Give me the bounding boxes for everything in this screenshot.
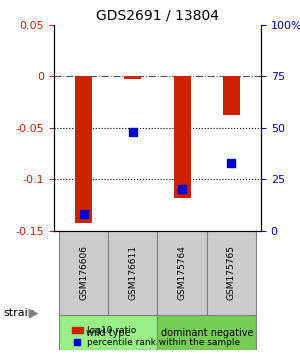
Bar bbox=[124, 76, 142, 79]
Text: GSM176606: GSM176606 bbox=[79, 245, 88, 300]
Text: GSM175765: GSM175765 bbox=[227, 245, 236, 300]
Bar bbox=[173, 76, 191, 198]
Text: wild type: wild type bbox=[86, 328, 130, 338]
Legend: log10 ratio, percentile rank within the sample: log10 ratio, percentile rank within the … bbox=[69, 323, 243, 349]
Text: GSM175764: GSM175764 bbox=[178, 245, 187, 300]
FancyBboxPatch shape bbox=[158, 315, 256, 350]
FancyBboxPatch shape bbox=[59, 315, 158, 350]
Text: GSM176611: GSM176611 bbox=[128, 245, 137, 300]
FancyBboxPatch shape bbox=[158, 231, 207, 315]
Point bbox=[180, 187, 184, 192]
Point bbox=[130, 129, 135, 135]
Title: GDS2691 / 13804: GDS2691 / 13804 bbox=[96, 8, 219, 22]
Bar bbox=[75, 76, 92, 223]
Text: ▶: ▶ bbox=[28, 307, 38, 320]
FancyBboxPatch shape bbox=[59, 231, 108, 315]
FancyBboxPatch shape bbox=[108, 231, 158, 315]
FancyBboxPatch shape bbox=[207, 231, 256, 315]
Bar bbox=[223, 76, 240, 115]
Point bbox=[229, 160, 234, 166]
Point bbox=[81, 211, 86, 217]
Text: strain: strain bbox=[3, 308, 35, 318]
Text: dominant negative: dominant negative bbox=[160, 328, 253, 338]
